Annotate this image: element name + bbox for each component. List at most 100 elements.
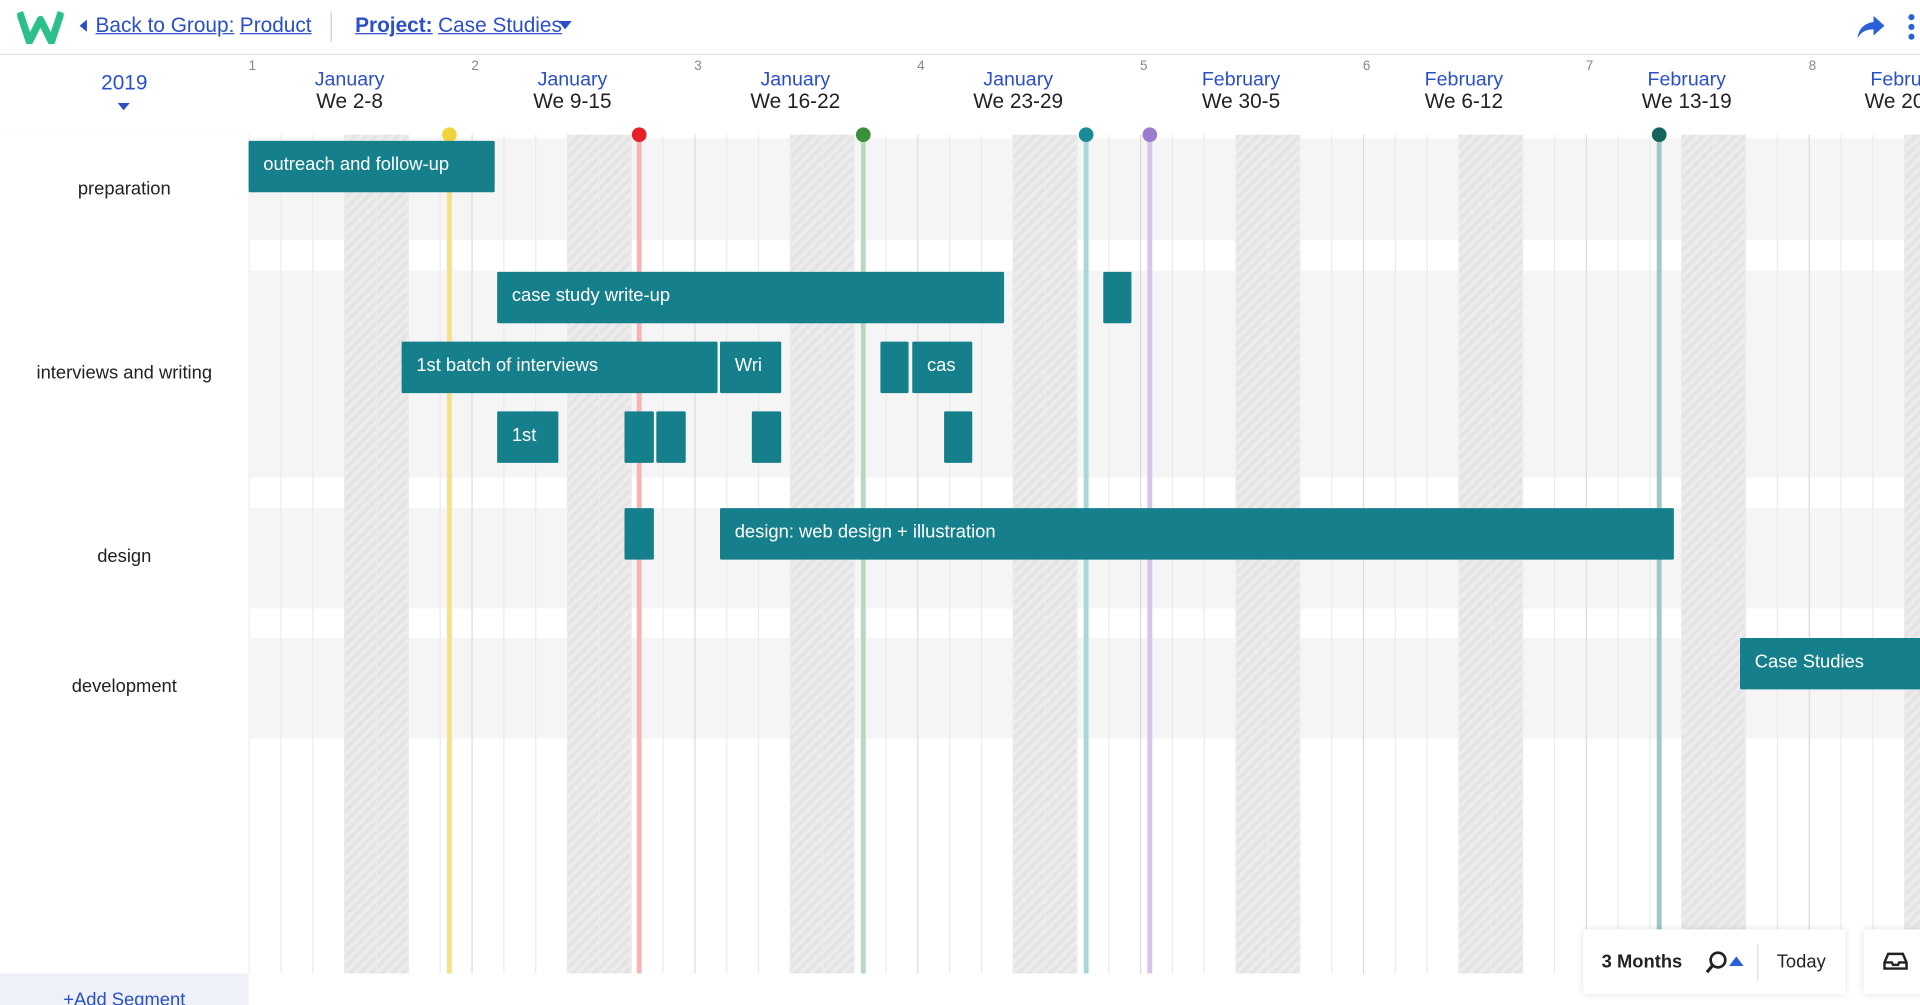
- week-range: We 2-8: [316, 89, 383, 113]
- row-label: preparation: [77, 178, 171, 200]
- project-link[interactable]: Project: Case Studies: [355, 13, 562, 37]
- day-line: [1840, 134, 1842, 974]
- milestone-dot[interactable]: [1651, 127, 1667, 143]
- year-caret: [117, 102, 130, 111]
- weekend-column: [344, 134, 376, 974]
- week-range: We 13-19: [1641, 89, 1732, 113]
- zoom-controls: 3 Months Today: [1583, 929, 1846, 995]
- milestone-line: [446, 134, 452, 974]
- task-bar[interactable]: Wri: [720, 341, 782, 394]
- add-segment-panel: +Add Segment: [0, 973, 249, 1005]
- task-bar[interactable]: case study write-up: [497, 271, 1005, 324]
- range-caret[interactable]: [1728, 956, 1744, 967]
- task-bar[interactable]: [656, 411, 686, 463]
- day-line: [1713, 134, 1715, 974]
- separator: [1757, 944, 1759, 981]
- year[interactable]: 2019: [101, 71, 148, 95]
- day-line: [662, 134, 664, 974]
- project-label[interactable]: Project:: [355, 13, 433, 37]
- milestone-dot[interactable]: [631, 127, 647, 143]
- task-bar[interactable]: design: web design + illustration: [720, 508, 1674, 560]
- week-month: February: [1647, 69, 1726, 91]
- day-line: [344, 134, 346, 974]
- day-line: [535, 134, 537, 974]
- project-caret[interactable]: [558, 20, 572, 31]
- week-range: We 9-15: [533, 89, 612, 113]
- day-line: [1681, 134, 1683, 974]
- week-month: January: [314, 69, 385, 91]
- week-column: 1 January We 2-8: [249, 54, 472, 135]
- milestone-dot[interactable]: [442, 127, 457, 143]
- task-bar[interactable]: 1st batch of interviews: [401, 341, 718, 394]
- label-panel: [0, 134, 250, 974]
- week-number: 3: [694, 58, 702, 74]
- week-column: 6 February We 6-12: [1363, 54, 1586, 135]
- menu-icon[interactable]: [1907, 12, 1917, 41]
- back-link[interactable]: Back to Group: Product: [96, 13, 312, 37]
- day-line: [598, 134, 601, 974]
- milestone-dot[interactable]: [1142, 127, 1158, 143]
- week-column: 3 January We 16-22: [694, 54, 917, 135]
- tray-button[interactable]: [1863, 929, 1920, 995]
- task-bar[interactable]: [624, 411, 654, 463]
- task-bar[interactable]: Case Studies: [1740, 637, 1920, 690]
- day-line: [503, 134, 505, 974]
- task-bar[interactable]: [1103, 271, 1132, 324]
- week-range: We 6-12: [1424, 89, 1504, 113]
- day-line: [471, 134, 473, 974]
- weekend-column: [375, 134, 408, 974]
- range-label[interactable]: 3 Months: [1601, 951, 1683, 973]
- add-segment[interactable]: +Add Segment: [63, 989, 186, 1005]
- milestone-dot[interactable]: [1078, 127, 1094, 143]
- back-label[interactable]: Back to Group:: [95, 13, 235, 37]
- share-icon[interactable]: [1856, 13, 1885, 40]
- day-line: [407, 134, 409, 974]
- week-month: January: [537, 69, 608, 91]
- week-column: 4 January We 23-29: [917, 54, 1140, 135]
- project-name[interactable]: Case Studies: [438, 13, 562, 37]
- week-number: 8: [1808, 58, 1817, 74]
- week-number: 1: [248, 58, 257, 74]
- day-line: [280, 134, 282, 974]
- weekend-column: [1681, 134, 1714, 974]
- week-range: We 30-5: [1201, 89, 1281, 113]
- task-bar[interactable]: outreach and follow-up: [248, 140, 495, 193]
- week-month: February: [1201, 69, 1281, 91]
- week-header: 1 January We 2-8 2 January We 9-15 3 January We …: [0, 0, 1920, 135]
- day-line: [1872, 134, 1874, 974]
- back-caret: [79, 19, 87, 32]
- top-bar: Back to Group: Product Project: Case Stu…: [0, 0, 1920, 56]
- today-button[interactable]: Today: [1776, 951, 1826, 973]
- day-line: [566, 134, 569, 974]
- zoom-icon[interactable]: [1705, 950, 1729, 974]
- week-number: 7: [1585, 58, 1594, 74]
- task-bar[interactable]: [751, 411, 782, 463]
- day-line: [312, 134, 314, 974]
- week-number: 5: [1140, 58, 1148, 74]
- week-number: 6: [1362, 58, 1371, 74]
- day-line: [1808, 134, 1810, 974]
- milestone-dot[interactable]: [855, 127, 871, 143]
- day-line: [1776, 134, 1778, 974]
- task-bar[interactable]: cas: [912, 341, 973, 394]
- task-bar[interactable]: 1st: [497, 411, 559, 463]
- week-range: We 16-22: [750, 89, 841, 113]
- tray-icon: [1883, 952, 1908, 970]
- task-bar[interactable]: [880, 341, 909, 394]
- day-line: [439, 134, 441, 974]
- weekend-column: [1713, 134, 1745, 974]
- week-month: January: [760, 69, 831, 91]
- logo[interactable]: [17, 10, 64, 45]
- day-line: [694, 134, 696, 974]
- day-line: [1904, 134, 1906, 974]
- task-bar[interactable]: [944, 411, 973, 463]
- group-name[interactable]: Product: [239, 13, 312, 37]
- separator: [330, 12, 332, 42]
- week-month: February: [1424, 69, 1504, 91]
- task-bar[interactable]: [624, 508, 654, 560]
- week-column: 2 January We 9-15: [471, 54, 694, 135]
- row-label: development: [71, 675, 177, 697]
